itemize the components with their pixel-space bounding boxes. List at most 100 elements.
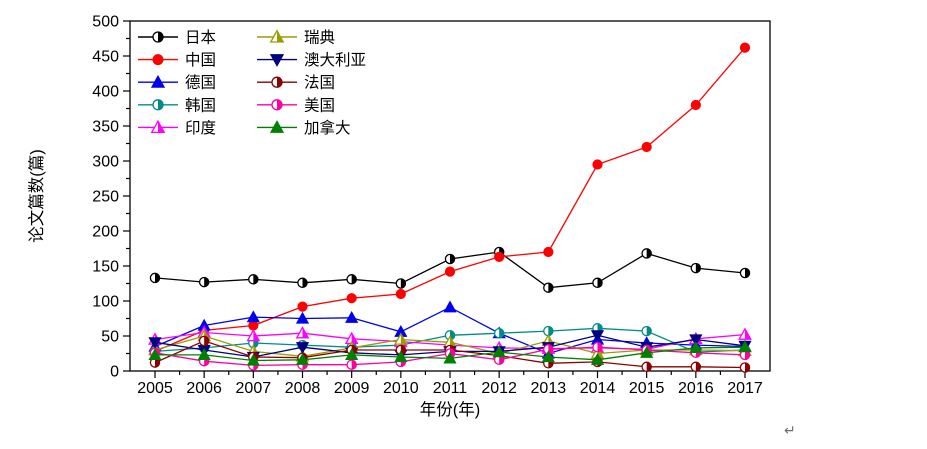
- data-point-marker: [543, 344, 554, 355]
- data-point-marker: [444, 253, 456, 265]
- y-tick-label: 350: [92, 119, 119, 136]
- x-tick-label: 2006: [186, 380, 222, 397]
- legend-label-canada: 加拿大: [304, 118, 351, 137]
- data-point-marker: [739, 349, 751, 361]
- data-point-marker: [592, 341, 603, 353]
- data-point-marker: [149, 357, 161, 368]
- y-tick-label: 200: [92, 224, 119, 241]
- data-point-marker: [271, 76, 283, 88]
- legend-label-usa: 美国: [304, 96, 335, 114]
- data-point-marker: [297, 277, 308, 289]
- data-point-marker: [395, 288, 406, 300]
- data-point-marker: [295, 311, 310, 324]
- x-tick-label: 2013: [531, 380, 567, 397]
- data-point-marker: [198, 276, 210, 288]
- data-point-marker: [394, 350, 408, 363]
- y-axis-title: 论文篇数(篇): [27, 149, 46, 243]
- data-point-marker: [492, 345, 506, 358]
- data-point-marker: [590, 353, 605, 365]
- data-point-marker: [641, 361, 652, 373]
- x-tick-label: 2009: [334, 380, 370, 397]
- x-tick-label: 2015: [629, 380, 665, 397]
- data-point-marker: [689, 341, 703, 353]
- data-point-marker: [246, 353, 260, 366]
- y-tick-label: 0: [110, 364, 119, 381]
- data-point-marker: [690, 262, 702, 274]
- data-point-marker: [590, 330, 605, 343]
- data-point-marker: [739, 42, 751, 53]
- y-tick-label: 300: [92, 154, 119, 171]
- x-tick-label: 2011: [433, 380, 468, 397]
- y-tick-label: 100: [92, 294, 119, 311]
- x-tick-label: 2014: [580, 380, 616, 397]
- data-point-marker: [152, 31, 164, 43]
- legend-label-australia: 澳大利亚: [304, 51, 366, 69]
- data-point-marker: [152, 54, 164, 66]
- data-point-marker: [197, 348, 211, 360]
- data-point-marker: [149, 272, 161, 284]
- data-point-marker: [148, 348, 162, 360]
- data-point-marker: [271, 99, 283, 111]
- data-point-marker: [641, 325, 652, 337]
- x-tick-label: 2012: [481, 380, 517, 397]
- data-point-marker: [543, 325, 554, 337]
- data-point-marker: [295, 353, 310, 365]
- data-point-marker: [739, 362, 751, 373]
- legend-label-sweden: 瑞典: [304, 29, 335, 47]
- data-point-marker: [395, 278, 407, 289]
- legend-label-france: 法国: [304, 74, 335, 92]
- y-tick-label: 150: [92, 259, 119, 276]
- data-point-marker: [152, 99, 164, 111]
- data-point-marker: [541, 350, 555, 363]
- data-point-marker: [295, 326, 310, 339]
- data-point-marker: [592, 159, 603, 170]
- data-point-marker: [248, 320, 259, 331]
- paragraph-return-icon: ↵: [784, 423, 796, 439]
- data-point-marker: [443, 300, 457, 313]
- data-point-marker: [494, 251, 505, 262]
- data-point-marker: [739, 267, 751, 279]
- data-point-marker: [148, 337, 162, 350]
- data-point-marker: [493, 327, 505, 339]
- legend-label-india: 印度: [185, 119, 216, 137]
- y-tick-label: 500: [92, 14, 119, 31]
- legend-label-japan: 日本: [185, 29, 216, 47]
- data-point-marker: [690, 99, 701, 111]
- data-point-marker: [444, 266, 456, 277]
- data-point-marker: [738, 340, 752, 353]
- data-point-marker: [543, 282, 554, 293]
- plot-frame: [129, 20, 771, 372]
- x-tick-label: 2017: [727, 380, 763, 397]
- y-tick-label: 400: [92, 84, 119, 101]
- data-point-marker: [346, 274, 357, 285]
- data-point-marker: [689, 334, 703, 347]
- x-tick-label: 2005: [137, 380, 173, 397]
- x-tick-label: 2007: [236, 380, 272, 397]
- legend-label-korea: 韩国: [185, 96, 216, 114]
- data-point-marker: [592, 277, 603, 289]
- data-point-marker: [269, 29, 285, 43]
- data-point-marker: [246, 328, 261, 342]
- data-point-marker: [443, 351, 457, 364]
- data-point-marker: [150, 74, 166, 88]
- x-tick-label: 2008: [285, 380, 321, 397]
- data-point-marker: [641, 141, 652, 153]
- x-tick-label: 2010: [383, 380, 419, 397]
- data-point-marker: [690, 361, 702, 373]
- data-point-marker: [248, 274, 259, 285]
- data-point-marker: [297, 301, 308, 312]
- legend-label-germany: 德国: [185, 74, 216, 92]
- legend-label-china: 中国: [185, 51, 216, 69]
- data-point-marker: [269, 120, 285, 133]
- data-point-marker: [150, 119, 166, 134]
- data-point-marker: [246, 310, 260, 323]
- x-axis-title: 年份(年): [420, 400, 481, 419]
- data-point-marker: [346, 359, 357, 370]
- y-tick-label: 50: [101, 329, 119, 346]
- data-point-marker: [345, 311, 359, 323]
- data-point-marker: [640, 346, 654, 358]
- y-tick-label: 250: [92, 189, 119, 206]
- data-point-marker: [295, 342, 310, 354]
- y-tick-label: 450: [92, 49, 119, 66]
